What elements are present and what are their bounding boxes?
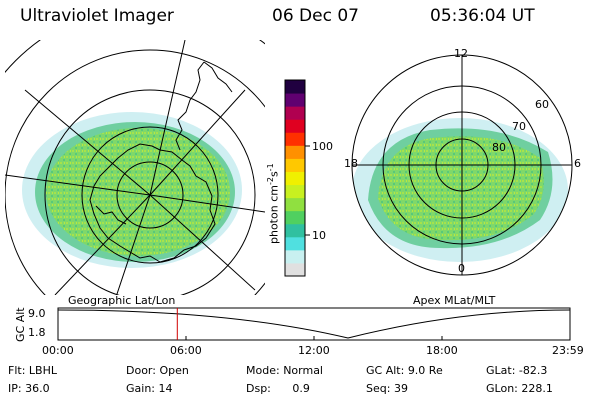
- colorbar-band: [285, 145, 305, 159]
- colorbar-band: [285, 236, 305, 251]
- peninsula-coastline: [175, 61, 205, 151]
- left-map-content: [5, 40, 265, 295]
- altitude-frame: [57, 307, 571, 341]
- colorbar-band: [285, 132, 305, 146]
- geographic-label: Geographic Lat/Lon: [68, 294, 176, 307]
- lat-circles: [5, 40, 265, 295]
- param-glon: GLon: 228.1: [486, 382, 553, 395]
- time-label: 05:36:04 UT: [430, 6, 535, 26]
- colorbar-band: [285, 262, 305, 277]
- param-glat: GLat: -82.3: [486, 364, 548, 377]
- altitude-ytick-9: 9.0: [28, 307, 46, 320]
- param-dsp: Dsp: 0.9: [246, 382, 310, 395]
- altitude-xtick-0600: 06:00: [170, 344, 202, 357]
- mag-aurora-body: [378, 136, 544, 241]
- param-filter: Flt: LBHL: [8, 364, 57, 377]
- param-mode: Mode: Normal: [246, 364, 323, 377]
- param-gc-alt: GC Alt: 9.0 Re: [366, 364, 443, 377]
- ice-shelf-line: [95, 205, 127, 225]
- param-gain: Gain: 14: [126, 382, 173, 395]
- colorbar-band: [285, 171, 305, 186]
- mlat-label-60: 60: [535, 98, 549, 111]
- mag-mlt-lines: [352, 55, 572, 275]
- magnetic-label: Apex MLat/MLT: [413, 294, 496, 307]
- altitude-xtick-1200: 12:00: [298, 344, 330, 357]
- colorbar-band: [285, 93, 305, 107]
- altitude-curve: [57, 309, 571, 339]
- mlat-label-70: 70: [512, 120, 526, 133]
- altitude-xtick-2359: 23:59: [552, 344, 584, 357]
- mlt-label-18: 18: [344, 157, 358, 170]
- colorbar-band: [285, 197, 305, 212]
- date-label: 06 Dec 07: [272, 6, 359, 26]
- colorbar: [285, 80, 305, 277]
- mlt-label-12: 12: [454, 47, 468, 60]
- param-ip: IP: 36.0: [8, 382, 50, 395]
- param-seq: Seq: 39: [366, 382, 408, 395]
- colorbar-band: [285, 210, 305, 225]
- south-america-tip: [203, 61, 233, 93]
- colorbar-band: [285, 119, 305, 133]
- colorbar-label-100: 100: [312, 140, 333, 153]
- instrument-title: Ultraviolet Imager: [20, 6, 174, 26]
- meridians: [5, 40, 265, 295]
- mlat-label-80: 80: [492, 141, 506, 154]
- altitude-x-ticks: [185, 336, 443, 340]
- antarctica-coastline: [89, 143, 216, 263]
- colorbar-label-10: 10: [312, 229, 326, 242]
- colorbar-band: [285, 106, 305, 120]
- colorbar-band: [285, 158, 305, 172]
- colorbar-band: [285, 184, 305, 199]
- colorbar-band: [285, 249, 305, 264]
- colorbar-frame: [284, 79, 306, 277]
- mlt-label-0: 0: [458, 262, 465, 275]
- colorbar-band: [285, 80, 305, 94]
- param-door: Door: Open: [126, 364, 189, 377]
- altitude-xtick-0000: 00:00: [42, 344, 74, 357]
- altitude-xtick-1800: 18:00: [426, 344, 458, 357]
- mlt-label-6: 6: [574, 157, 581, 170]
- colorbar-band: [285, 223, 305, 238]
- altitude-ytick-1-8: 1.8: [28, 326, 46, 339]
- altitude-ylabel: GC Alt: [14, 307, 27, 342]
